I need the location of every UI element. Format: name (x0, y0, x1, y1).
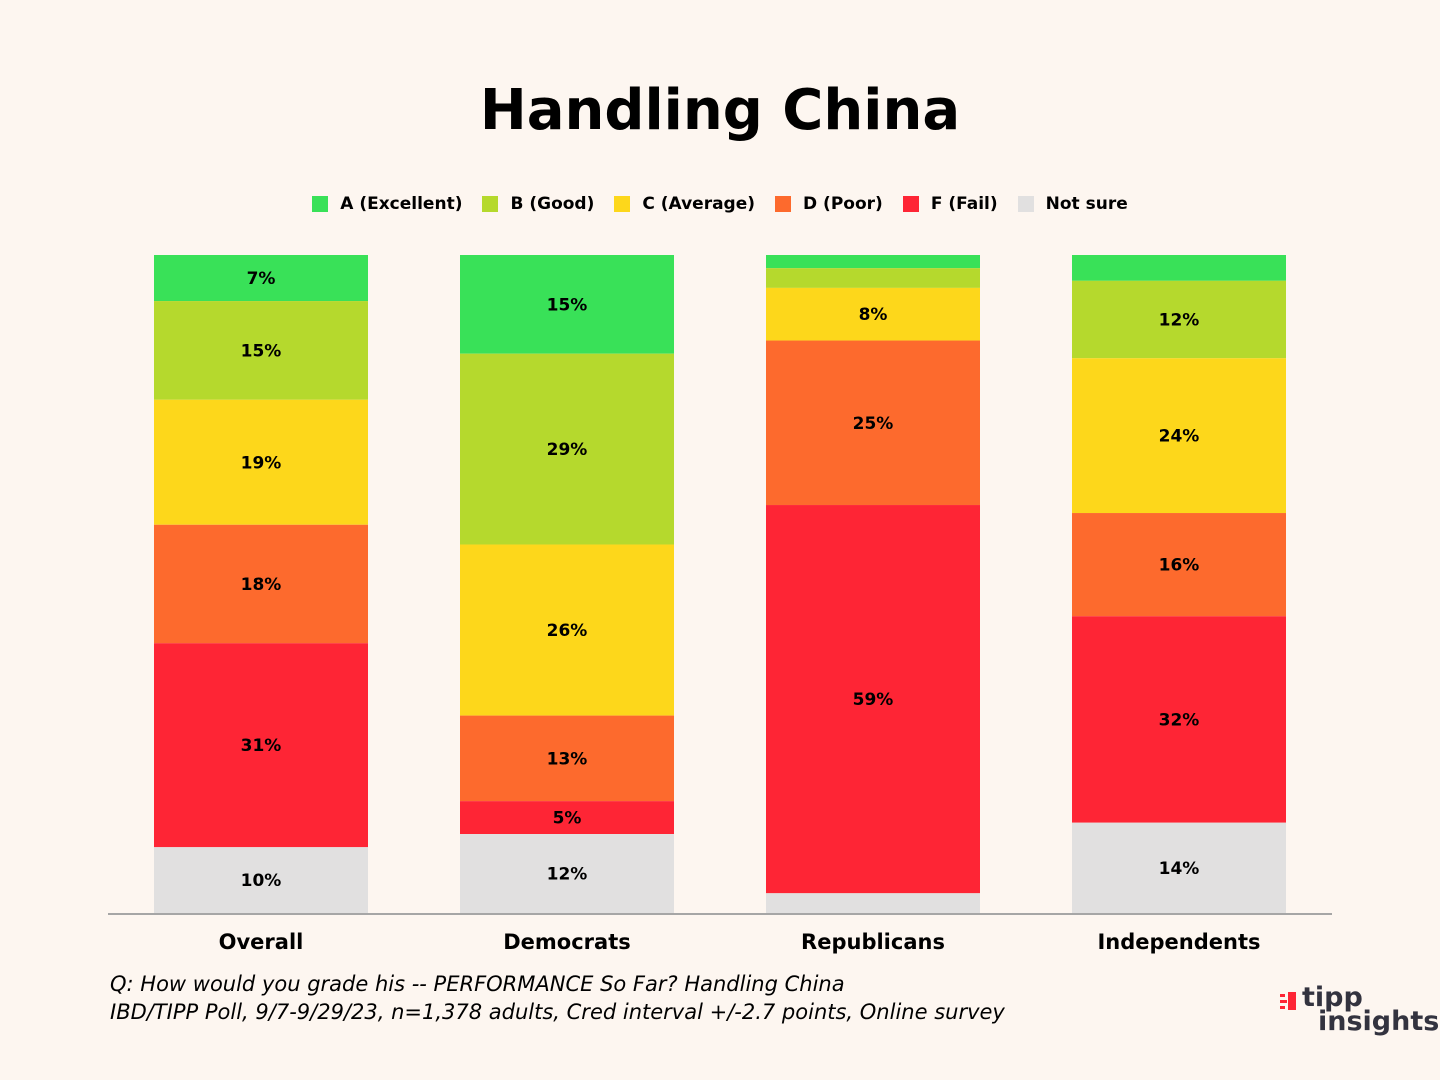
bar-segment (766, 255, 980, 269)
legend-label: F (Fail) (930, 194, 998, 214)
bar-segment (766, 505, 980, 894)
footnote-question: Q: How would you grade his -- PERFORMANC… (110, 972, 845, 996)
data-label: 19% (241, 453, 282, 473)
data-label: 18% (241, 575, 282, 595)
stacked-bar-chart: 7% 15% 19% 18% 31% 10% Overall 15% 29% 26% 13% 5% 12… (108, 255, 1332, 954)
bar-segment (154, 399, 368, 525)
data-label: 12% (1159, 311, 1200, 331)
logo-arrow-icon (1280, 992, 1296, 1010)
category-label: Democrats (503, 930, 631, 954)
data-label: 26% (547, 621, 588, 641)
legend-item: A (Excellent) (312, 194, 462, 214)
legend-label: C (Average) (642, 194, 756, 214)
logo-word-insights: insights (1318, 1006, 1440, 1037)
bar-segment (766, 287, 980, 341)
legend-label: A (Excellent) (340, 194, 463, 214)
chart-title: Handling China (479, 78, 961, 143)
legend-item: Not sure (1017, 194, 1128, 214)
data-label: 29% (547, 440, 588, 460)
legend-item: B (Good) (482, 194, 594, 214)
bar-segment (154, 847, 368, 913)
legend-swatch (1017, 196, 1034, 212)
category-label: Republicans (801, 930, 945, 954)
bar-segment (460, 255, 674, 354)
category-label: Overall (219, 930, 304, 954)
bar-segment (460, 544, 674, 716)
legend-swatch (775, 196, 792, 212)
data-label: 15% (241, 341, 282, 361)
category-label: Independents (1097, 930, 1260, 954)
legend-label: B (Good) (510, 194, 595, 214)
data-label: 15% (547, 295, 588, 315)
data-label: 14% (1159, 859, 1200, 879)
legend-swatch (482, 196, 499, 212)
data-label: 32% (1159, 710, 1200, 730)
bar-segment (154, 643, 368, 848)
data-label: 59% (853, 690, 894, 710)
legend-item: F (Fail) (902, 194, 998, 214)
data-label: 8% (859, 305, 888, 325)
data-label: 13% (547, 749, 588, 769)
bar-segment (154, 524, 368, 644)
legend-swatch (614, 196, 631, 212)
bar-segment (460, 353, 674, 545)
bar-segment (460, 715, 674, 802)
legend-label: D (Poor) (803, 194, 883, 214)
bar-segment (766, 340, 980, 506)
footnote-source: IBD/TIPP Poll, 9/7-9/29/23, n=1,378 adul… (110, 1000, 1005, 1024)
bar-segment (766, 893, 980, 913)
data-label: 25% (853, 414, 894, 434)
bar-segment (154, 301, 368, 400)
data-label: 5% (553, 809, 582, 829)
bar-segment (460, 801, 674, 835)
bar-segment (1072, 358, 1286, 514)
tipp-insights-logo: tipp insights (1280, 982, 1439, 1038)
bar-segment (154, 255, 368, 302)
chart-legend: A (Excellent) B (Good) C (Average) D (Poor)… (0, 194, 1440, 214)
data-label: 16% (1159, 556, 1200, 576)
data-label: 12% (547, 865, 588, 885)
bar-segment (1072, 255, 1286, 281)
legend-item: D (Poor) (775, 194, 883, 214)
data-label: 7% (247, 269, 276, 289)
bar-segment (460, 834, 674, 913)
data-label: 10% (241, 871, 282, 891)
bar-segment (1072, 513, 1286, 617)
data-label: 24% (1159, 427, 1200, 447)
logo-word-tipp: tipp (1302, 982, 1363, 1013)
bar-segment (1072, 616, 1286, 823)
legend-swatch (312, 196, 329, 212)
legend-label: Not sure (1045, 194, 1128, 214)
legend-item: C (Average) (614, 194, 755, 214)
footnote: Q: How would you grade his -- PERFORMANC… (110, 970, 1005, 1026)
legend-swatch (902, 196, 919, 212)
bar-segment (1072, 280, 1286, 359)
bar-segment (766, 268, 980, 288)
data-label: 31% (241, 736, 282, 756)
bar-segment (1072, 822, 1286, 913)
